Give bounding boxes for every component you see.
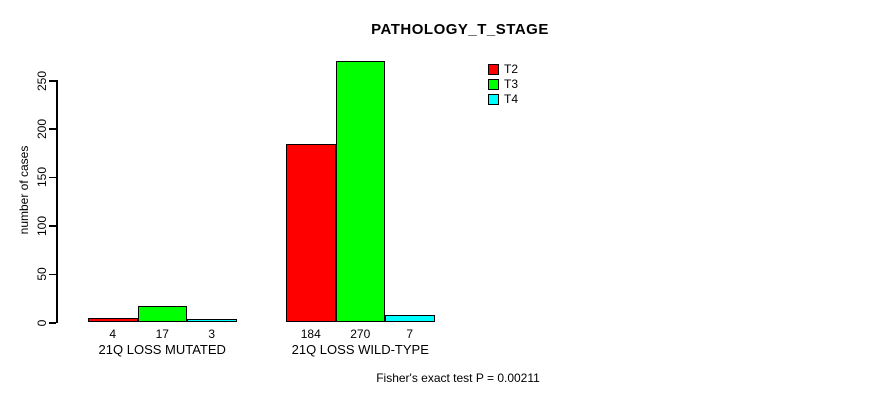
legend-label-t3: T3 [504, 77, 519, 91]
bar-value-label: 270 [350, 327, 371, 341]
y-axis-tick [49, 128, 56, 130]
bar-t4-1 [187, 319, 237, 322]
legend-label-t4: T4 [504, 92, 519, 106]
y-tick-label: 200 [35, 118, 49, 139]
bar-t3-1 [137, 305, 187, 322]
category-label: 21Q LOSS WILD-TYPE [291, 342, 429, 357]
y-axis-tick [49, 273, 56, 276]
bar-t3-2 [335, 60, 385, 322]
y-tick-label: 150 [35, 167, 49, 188]
chart-title: PATHOLOGY_T_STAGE [371, 21, 549, 38]
bar-value-label: 3 [208, 327, 216, 341]
y-tick-label: 100 [35, 215, 49, 236]
bar-t2-1 [88, 318, 138, 322]
bar-t2-2 [286, 143, 336, 322]
fisher-test-footnote: Fisher's exact test P = 0.00211 [376, 371, 540, 385]
y-axis-tick [49, 322, 56, 324]
y-axis-line [56, 80, 58, 323]
legend-swatch-t4 [488, 94, 499, 105]
y-axis-tick [49, 225, 56, 227]
legend-label-t2: T2 [504, 62, 519, 76]
bar-value-label: 184 [300, 327, 321, 341]
legend-swatch-t3 [488, 79, 499, 90]
y-tick-label: 0 [35, 319, 49, 326]
bar-value-label: 7 [406, 327, 414, 341]
bar-value-label: 4 [109, 327, 117, 341]
y-axis-label: number of cases [17, 145, 31, 235]
y-tick-label: 50 [35, 267, 49, 281]
y-axis-tick [49, 176, 56, 179]
legend-swatch-t2 [488, 64, 499, 75]
y-tick-label: 250 [35, 70, 49, 91]
y-axis-tick [49, 80, 56, 82]
bar-t4-2 [385, 315, 435, 322]
bar-value-label: 17 [155, 327, 169, 341]
category-label: 21Q LOSS MUTATED [98, 342, 226, 357]
